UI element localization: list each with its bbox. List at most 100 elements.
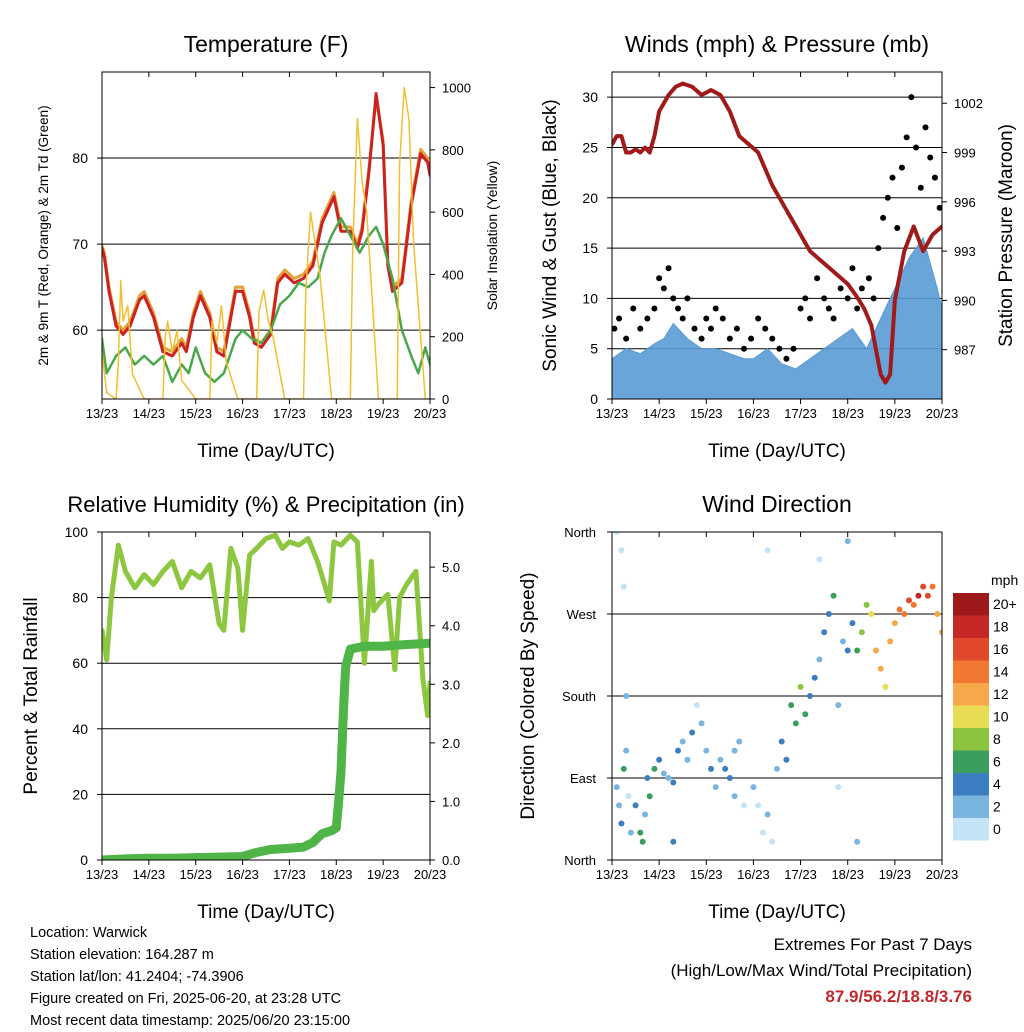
x-tick-label: 19/23 — [879, 406, 912, 421]
direction-point — [613, 784, 620, 791]
direction-point — [703, 747, 710, 754]
x-tick-label: 14/23 — [133, 406, 166, 421]
direction-point — [717, 756, 724, 763]
direction-point — [797, 683, 804, 690]
x-tick-label: 18/23 — [320, 867, 353, 882]
direction-point — [854, 647, 861, 654]
y-right-tick-label: 1002 — [954, 96, 983, 111]
direction-point — [651, 765, 658, 772]
direction-point — [632, 802, 639, 809]
direction-point — [807, 693, 813, 699]
direction-point — [764, 811, 771, 818]
legend-swatch — [953, 818, 989, 841]
direction-point — [764, 547, 771, 554]
gust-point — [830, 315, 837, 322]
y-tick-label: North — [564, 525, 596, 540]
direction-point — [750, 784, 757, 791]
legend-swatch — [953, 660, 989, 683]
gust-point — [670, 295, 677, 302]
direction-point — [854, 838, 861, 845]
plot-area — [102, 86, 430, 399]
station-elevation: Station elevation: 164.287 m — [30, 947, 214, 963]
x-tick-label: 20/23 — [926, 406, 959, 421]
extreme-total-precip: 3.76 — [938, 987, 972, 1006]
gust-point — [802, 295, 809, 302]
y-tick-label: 80 — [72, 590, 88, 606]
legend-label: 6 — [993, 754, 1001, 770]
x-tick-label: 13/23 — [596, 867, 629, 882]
x-tick-label: 15/23 — [179, 867, 212, 882]
plot-frame — [101, 531, 431, 861]
x-axis-label: Time (Day/UTC) — [197, 441, 335, 462]
extreme-max-wind: 18.8 — [901, 987, 935, 1006]
x-tick-label: 19/23 — [879, 867, 912, 882]
panel-title: Wind Direction — [702, 491, 852, 517]
series-line — [102, 638, 430, 860]
direction-point — [844, 647, 851, 654]
y-right-tick-label: 200 — [442, 330, 464, 345]
y-right-tick-label: 2.0 — [442, 736, 460, 751]
x-tick-label: 14/23 — [643, 406, 676, 421]
direction-point — [618, 820, 625, 827]
direction-point — [741, 802, 747, 809]
x-tick-label: 16/23 — [737, 406, 770, 421]
direction-point — [830, 592, 837, 599]
y-tick-label: West — [567, 607, 597, 622]
panel-title: Winds (mph) & Pressure (mb) — [625, 31, 929, 57]
x-tick-label: 14/23 — [643, 867, 676, 882]
legend-label: 14 — [993, 664, 1009, 680]
gust-point — [748, 335, 755, 342]
gust-point — [898, 164, 905, 171]
legend-label: 10 — [993, 709, 1009, 725]
x-axis-label: Time (Day/UTC) — [197, 902, 335, 923]
gust-point — [783, 355, 790, 362]
gust-point — [719, 315, 726, 322]
gust-point — [854, 305, 861, 312]
y-right-tick-label: 993 — [954, 244, 976, 259]
direction-point — [778, 738, 785, 745]
direction-point — [840, 638, 846, 645]
x-tick-label: 15/23 — [690, 406, 723, 421]
legend-swatch — [953, 615, 989, 638]
direction-point — [670, 779, 677, 786]
gust-point — [616, 315, 623, 322]
direction-point — [684, 756, 691, 763]
x-tick-label: 13/23 — [86, 867, 119, 882]
direction-point — [698, 720, 705, 727]
gust-point — [651, 305, 658, 312]
legend-label: 16 — [993, 641, 1009, 657]
direction-point — [896, 606, 903, 613]
y-right-tick-label: 600 — [442, 205, 464, 220]
direction-point — [929, 583, 936, 590]
series-line — [102, 217, 430, 384]
gust-point — [703, 315, 710, 322]
x-tick-label: 18/23 — [831, 406, 864, 421]
gust-point — [644, 315, 651, 322]
gust-point — [630, 305, 637, 312]
y-axis-label: 2m & 9m T (Red, Orange) & 2m Td (Green) — [36, 105, 51, 365]
panel-title: Relative Humidity (%) & Precipitation (i… — [67, 492, 464, 517]
x-tick-label: 16/23 — [226, 867, 259, 882]
direction-point — [726, 775, 733, 781]
legend-swatch — [953, 750, 989, 773]
legend-label: 0 — [993, 821, 1001, 837]
direction-point — [731, 747, 738, 754]
direction-point — [620, 765, 627, 772]
x-tick-label: 13/23 — [86, 406, 119, 421]
panel-title: Temperature (F) — [184, 31, 349, 57]
y-tick-label: 10 — [582, 290, 598, 306]
direction-point — [627, 829, 634, 836]
legend-title: mph — [991, 572, 1018, 588]
figure-created: Figure created on Fri, 2025-06-20, at 23… — [30, 991, 342, 1007]
direction-point — [620, 583, 627, 590]
gust-point — [849, 265, 856, 272]
direction-point — [642, 811, 648, 818]
extremes-title: Extremes For Past 7 Days — [773, 935, 972, 954]
direction-point — [891, 620, 898, 627]
extremes-block: Extremes For Past 7 Days (High/Low/Max W… — [671, 932, 972, 1010]
gust-point — [733, 325, 740, 332]
y-right-axis-label: Station Pressure (Maroon) — [996, 124, 1017, 347]
gust-point — [741, 345, 747, 352]
x-tick-label: 20/23 — [926, 867, 959, 882]
direction-point — [616, 802, 623, 809]
